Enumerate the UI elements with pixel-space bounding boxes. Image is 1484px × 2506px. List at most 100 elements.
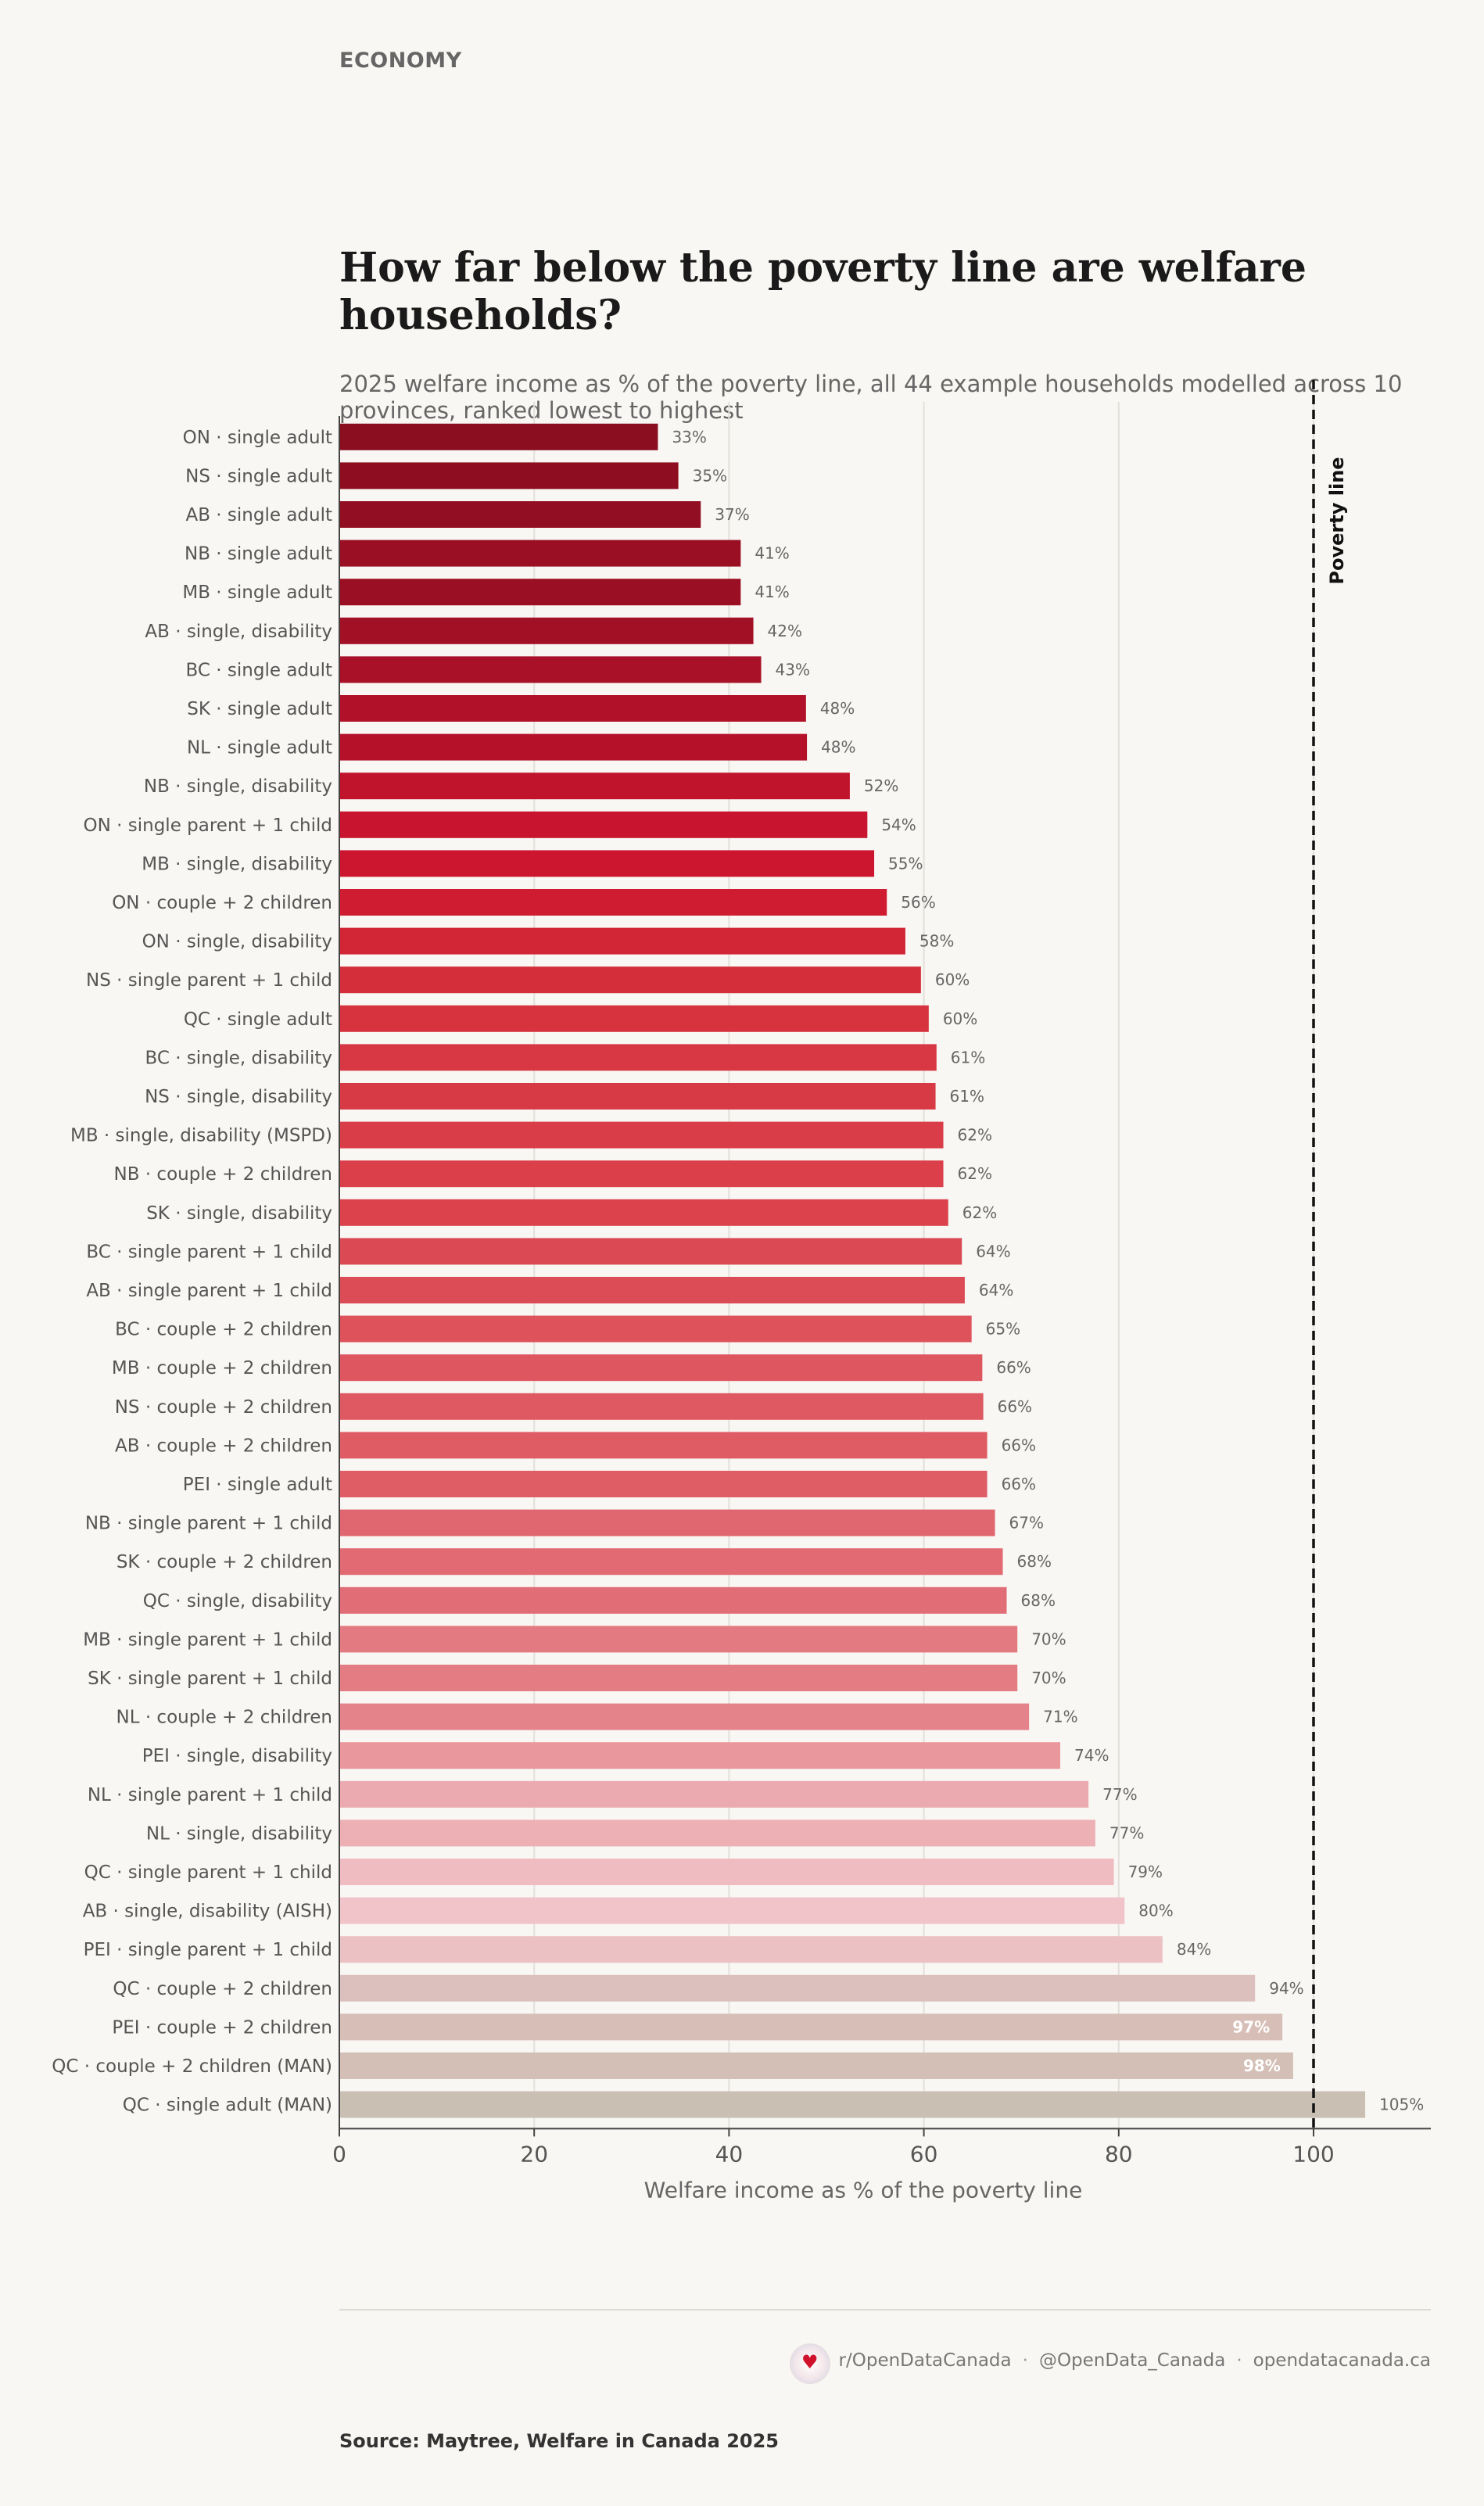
bar — [339, 1703, 1030, 1730]
bar — [339, 462, 679, 489]
data-label: 56% — [901, 893, 935, 912]
data-label: 41% — [755, 583, 789, 601]
category-label: QC · single adult (MAN) — [123, 2096, 332, 2116]
bar — [339, 656, 762, 683]
data-label: 33% — [672, 428, 706, 446]
bar — [339, 1819, 1095, 1847]
bar — [339, 1238, 962, 1265]
data-label: 94% — [1269, 1979, 1303, 1998]
data-label: 66% — [1002, 1475, 1036, 1493]
category-label: PEI · single adult — [183, 1475, 332, 1495]
category-label: AB · single adult — [185, 505, 332, 525]
data-label: 70% — [1031, 1669, 1066, 1687]
data-label: 97% — [1232, 2017, 1270, 2036]
category-label: ON · single parent + 1 child — [84, 816, 332, 836]
footer-twitter-link[interactable]: @OpenData_Canada — [1038, 2350, 1226, 2371]
bar — [339, 1548, 1003, 1576]
data-label: 43% — [776, 660, 810, 679]
data-label: 64% — [979, 1281, 1013, 1300]
data-label: 42% — [768, 622, 802, 640]
bar — [339, 1354, 983, 1382]
data-label: 84% — [1177, 1940, 1211, 1959]
data-label: 68% — [1017, 1552, 1052, 1571]
bar — [339, 501, 701, 528]
data-label: 62% — [958, 1126, 992, 1145]
data-label: 35% — [693, 466, 727, 485]
bar — [339, 1936, 1163, 1963]
bar — [339, 1121, 944, 1149]
data-label: 60% — [943, 1009, 977, 1028]
footer-divider — [339, 2309, 1431, 2311]
x-axis-title: Welfare income as % of the poverty line — [644, 2177, 1083, 2203]
x-tick-label: 60 — [910, 2141, 938, 2167]
data-label: 61% — [950, 1087, 984, 1106]
x-tick-label: 40 — [715, 2141, 744, 2167]
data-label: 64% — [976, 1242, 1010, 1260]
bar — [339, 1005, 929, 1032]
bar — [339, 1471, 988, 1497]
bar — [339, 1974, 1256, 2002]
data-label: 62% — [962, 1203, 997, 1222]
footer-separator: · — [1022, 2350, 1028, 2371]
category-label: NL · couple + 2 children — [116, 1708, 332, 1728]
x-tick-label: 100 — [1292, 2141, 1334, 2167]
category-label: SK · single, disability — [146, 1203, 332, 1224]
x-tick-label: 20 — [520, 2141, 548, 2167]
category-label: MB · couple + 2 children — [112, 1358, 332, 1378]
data-label: 71% — [1043, 1708, 1077, 1726]
poverty-line-label: Poverty line — [1326, 457, 1348, 584]
category-label: NL · single adult — [187, 738, 332, 758]
bar — [339, 1626, 1018, 1653]
bar — [339, 1083, 936, 1110]
category-label: QC · couple + 2 children (MAN) — [52, 2056, 332, 2077]
category-label: SK · couple + 2 children — [116, 1552, 332, 1572]
bar — [339, 773, 850, 800]
section-kicker: ECONOMY — [339, 48, 462, 73]
bar — [339, 850, 875, 877]
category-label: QC · couple + 2 children — [113, 1979, 332, 1999]
footer-reddit-link[interactable]: r/OpenDataCanada — [838, 2350, 1012, 2371]
category-label: NS · single, disability — [145, 1087, 332, 1107]
category-label: SK · single adult — [187, 699, 332, 719]
category-label: SK · single parent + 1 child — [88, 1669, 332, 1689]
bar — [339, 1586, 1007, 1614]
data-label: 37% — [715, 505, 749, 524]
category-label: NB · couple + 2 children — [114, 1164, 332, 1185]
footer-website-link[interactable]: opendatacanada.ca — [1253, 2350, 1431, 2371]
data-label: 68% — [1021, 1591, 1056, 1610]
category-label: NS · couple + 2 children — [115, 1397, 332, 1418]
bar — [339, 1315, 972, 1343]
category-label: BC · single, disability — [145, 1048, 332, 1068]
data-label: 66% — [996, 1358, 1031, 1377]
data-label: 67% — [1009, 1514, 1044, 1533]
category-label: QC · single, disability — [143, 1591, 332, 1612]
data-label: 98% — [1243, 2056, 1281, 2075]
data-label: 48% — [821, 738, 855, 757]
x-tick-label: 0 — [332, 2141, 346, 2167]
chart-subtitle: 2025 welfare income as % of the poverty … — [339, 371, 1403, 424]
bar — [339, 695, 806, 722]
x-tick-label: 80 — [1105, 2141, 1133, 2167]
category-label: PEI · couple + 2 children — [112, 2017, 332, 2038]
category-label: NB · single, disability — [144, 776, 332, 797]
category-label: AB · single parent + 1 child — [86, 1281, 332, 1301]
category-label: BC · single parent + 1 child — [86, 1242, 332, 1262]
bar — [339, 1897, 1125, 1924]
bar — [339, 1509, 995, 1536]
footer-links: r/OpenDataCanada · @OpenData_Canada · openda… — [839, 2350, 1431, 2371]
bar — [339, 966, 921, 994]
bar — [339, 1432, 988, 1459]
bar-chart: ON · single adult 33% NS · single adult 35%… — [52, 380, 1431, 2203]
data-label: 52% — [864, 776, 898, 795]
category-label: AB · couple + 2 children — [115, 1436, 332, 1456]
category-label: BC · single adult — [186, 660, 332, 680]
category-label: QC · single adult — [184, 1009, 332, 1030]
category-label: MB · single, disability (MSPD) — [70, 1126, 332, 1146]
data-label: 74% — [1074, 1746, 1109, 1765]
chart-title: How far below the poverty line are welfa… — [339, 244, 1307, 339]
data-label: 55% — [888, 854, 923, 873]
category-label: AB · single, disability — [145, 622, 332, 642]
data-label: 70% — [1031, 1629, 1066, 1648]
bar — [339, 889, 887, 916]
data-label: 77% — [1109, 1823, 1144, 1842]
